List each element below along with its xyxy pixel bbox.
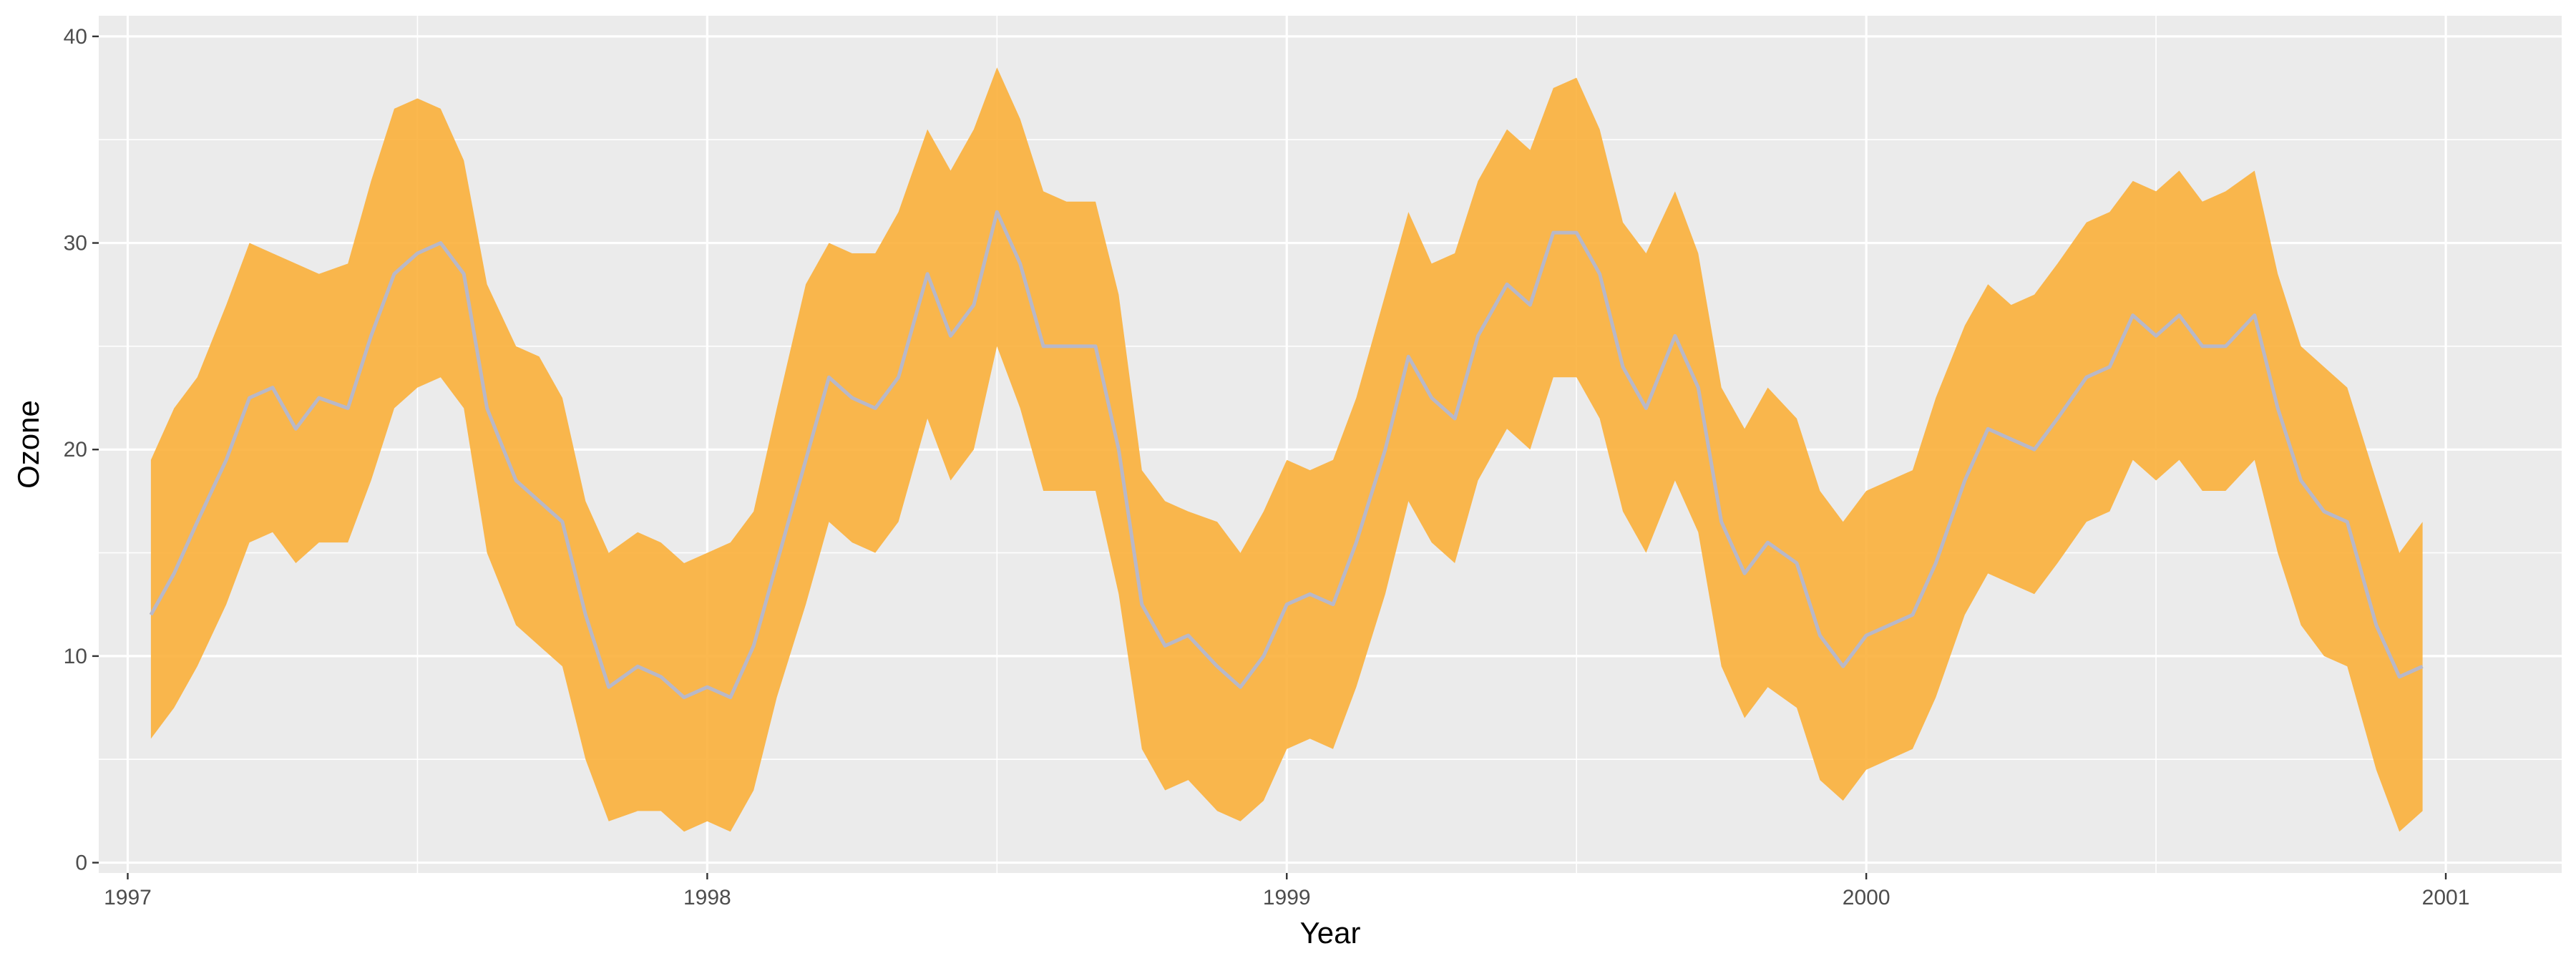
x-tick-label: 1999: [1263, 886, 1311, 909]
x-tick-label: 2000: [1843, 886, 1890, 909]
y-tick-label: 20: [64, 438, 87, 462]
y-tick-label: 40: [64, 25, 87, 49]
y-axis-title: Ozone: [11, 400, 45, 489]
y-axis-ticks: 0 10 20 30 40: [64, 25, 99, 875]
x-tick-label: 2001: [2422, 886, 2470, 909]
x-tick-label: 1997: [104, 886, 152, 909]
x-tick-label: 1998: [683, 886, 731, 909]
x-axis-ticks: 1997 1998 1999 2000 2001: [104, 873, 2469, 909]
ozone-trend-line: [149, 210, 2424, 700]
y-tick-label: 30: [64, 232, 87, 255]
y-tick-label: 10: [64, 645, 87, 668]
ozone-confidence-band: [150, 67, 2423, 832]
y-tick-label: 0: [75, 852, 87, 875]
x-axis-title: Year: [1300, 916, 1361, 950]
